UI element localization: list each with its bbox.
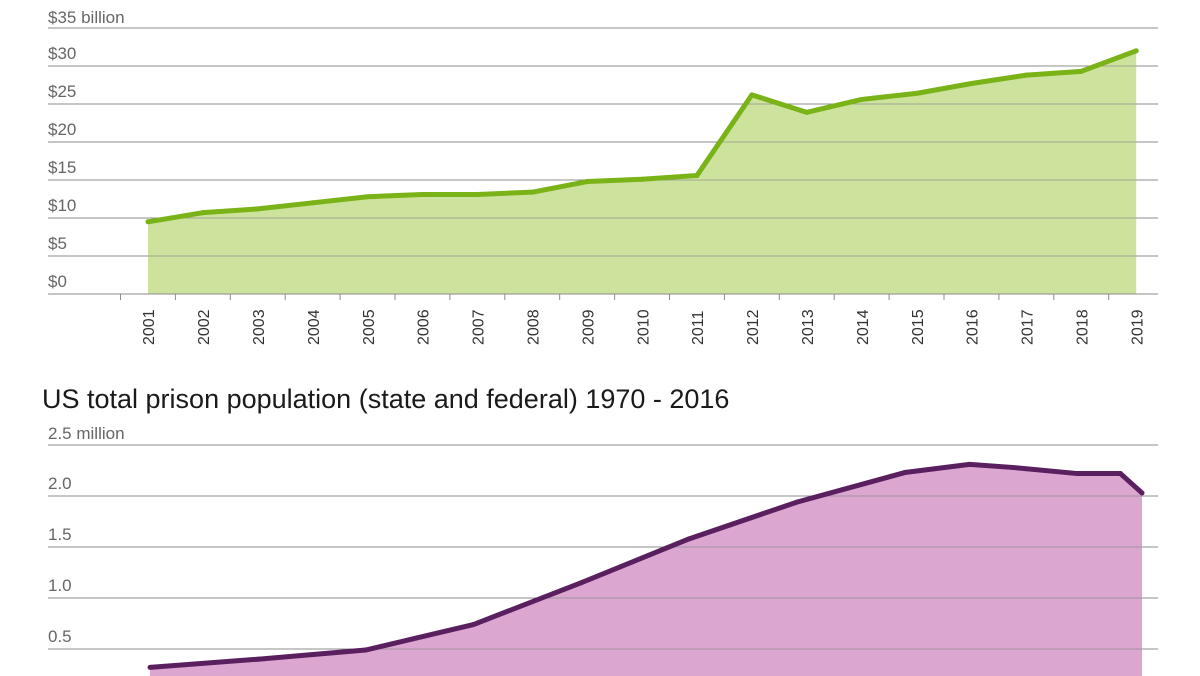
data-point bbox=[1133, 48, 1139, 54]
y-tick-label: 1.0 bbox=[48, 576, 72, 595]
x-tick-label: 2006 bbox=[416, 309, 433, 345]
x-tick-label: 2002 bbox=[196, 309, 213, 345]
data-point bbox=[1074, 471, 1080, 477]
data-point bbox=[1117, 471, 1123, 477]
data-point bbox=[365, 194, 371, 200]
x-tick-label: 2016 bbox=[965, 309, 982, 345]
x-tick-label: 2018 bbox=[1075, 309, 1092, 345]
x-tick-label: 2009 bbox=[580, 309, 597, 345]
data-point bbox=[914, 90, 920, 96]
data-point bbox=[859, 96, 865, 102]
y-axis-top-label: $35 billion bbox=[48, 8, 125, 27]
x-tick-label: 2015 bbox=[910, 309, 927, 345]
data-point bbox=[255, 656, 261, 662]
data-point bbox=[310, 200, 316, 206]
data-point bbox=[1078, 68, 1084, 74]
prison-population-area-chart: 2.5 million 0.5 1.0 1.5 2.0 bbox=[48, 424, 1158, 676]
x-tick-label: 2003 bbox=[251, 309, 268, 345]
y-tick-label: $5 bbox=[48, 234, 67, 253]
y-tick-label: 1.5 bbox=[48, 525, 72, 544]
data-point bbox=[969, 80, 974, 86]
data-point bbox=[804, 109, 810, 115]
spending-area-chart: $35 billion $0 $5 $10 $15 $20 $25 $30 2001 2002 20… bbox=[48, 8, 1158, 345]
data-point bbox=[529, 189, 535, 195]
data-point bbox=[470, 622, 476, 628]
y-tick-label: $30 bbox=[48, 44, 76, 63]
data-point bbox=[1139, 490, 1145, 496]
data-point bbox=[686, 536, 692, 542]
data-point bbox=[584, 179, 590, 185]
x-tick-label: 2012 bbox=[745, 309, 762, 345]
x-tick-label: 2007 bbox=[471, 309, 488, 345]
x-tick-label: 2011 bbox=[690, 310, 707, 345]
x-tick-label: 2010 bbox=[635, 309, 652, 345]
data-point bbox=[794, 499, 800, 505]
y-tick-label: $25 bbox=[48, 82, 76, 101]
x-tick-label: 2019 bbox=[1129, 309, 1146, 345]
y-tick-label: $10 bbox=[48, 196, 76, 215]
y-axis-top-label: 2.5 million bbox=[48, 424, 125, 443]
data-point bbox=[902, 470, 908, 476]
y-tick-label: $20 bbox=[48, 120, 76, 139]
data-point bbox=[147, 664, 153, 670]
x-tick-label: 2014 bbox=[855, 309, 872, 345]
x-tick-label: 2013 bbox=[800, 309, 817, 345]
data-point bbox=[200, 210, 206, 216]
data-point bbox=[1023, 72, 1029, 78]
data-point bbox=[749, 92, 755, 98]
chart-title: US total prison population (state and fe… bbox=[42, 384, 729, 414]
data-point bbox=[363, 647, 369, 653]
y-tick-label: $15 bbox=[48, 158, 76, 177]
data-point bbox=[966, 461, 972, 467]
y-tick-label: 2.0 bbox=[48, 474, 72, 493]
x-tick-label: 2008 bbox=[526, 309, 543, 345]
area-fill bbox=[148, 50, 1137, 294]
x-tick-label: 2005 bbox=[361, 309, 378, 345]
y-tick-label: $0 bbox=[48, 272, 67, 291]
x-tick-label: 2004 bbox=[306, 309, 323, 345]
data-point bbox=[255, 206, 261, 212]
area-fill bbox=[150, 464, 1142, 676]
data-point bbox=[578, 580, 584, 586]
data-point bbox=[639, 176, 645, 182]
data-point bbox=[420, 191, 425, 197]
data-point bbox=[694, 172, 700, 178]
x-tick-label: 2017 bbox=[1020, 309, 1037, 345]
data-point bbox=[145, 219, 151, 225]
data-point bbox=[1010, 464, 1016, 470]
data-point bbox=[474, 191, 480, 197]
x-tick-label: 2001 bbox=[141, 309, 158, 345]
y-tick-label: 0.5 bbox=[48, 627, 72, 646]
